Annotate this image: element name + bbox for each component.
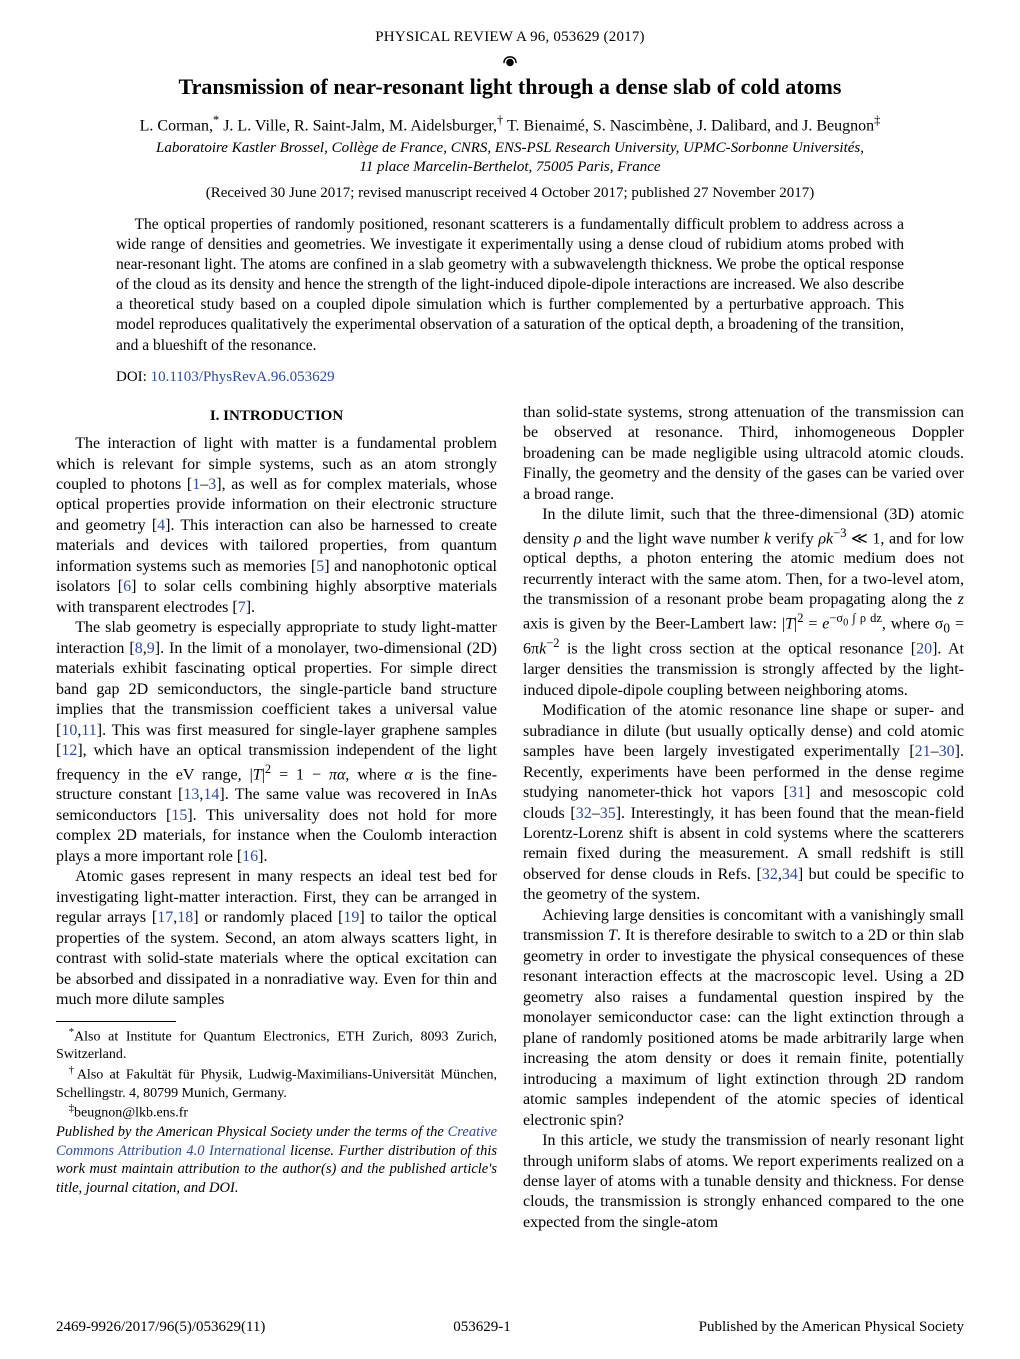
license-link[interactable]: Creative Commons Attribution 4.0 Interna…	[56, 1124, 497, 1159]
doi-link[interactable]: 10.1103/PhysRevA.96.053629	[151, 369, 335, 385]
body-paragraph: In this article, we study the transmissi…	[523, 1131, 964, 1233]
open-access-icon	[56, 49, 964, 71]
author-list: L. Corman,* J. L. Ville, R. Saint-Jalm, …	[56, 113, 964, 137]
page-footer: 2469-9926/2017/96(5)/053629(11) 053629-1…	[56, 1318, 964, 1337]
footer-left: 2469-9926/2017/96(5)/053629(11)	[56, 1318, 265, 1337]
footnotes: *Also at Institute for Quantum Electroni…	[56, 1026, 497, 1124]
footnote-separator	[56, 1021, 176, 1022]
footer-right: Published by the American Physical Socie…	[699, 1318, 964, 1337]
section-heading: I. INTRODUCTION	[56, 407, 497, 426]
footnote-1: *Also at Institute for Quantum Electroni…	[56, 1026, 497, 1064]
article-title: Transmission of near-resonant light thro…	[56, 73, 964, 101]
footnote-3: ‡beugnon@lkb.ens.fr	[56, 1102, 497, 1123]
affiliation-line-1: Laboratoire Kastler Brossel, Collège de …	[56, 139, 964, 158]
journal-line: PHYSICAL REVIEW A 96, 053629 (2017)	[56, 28, 964, 47]
body-paragraph: than solid-state systems, strong attenua…	[523, 403, 964, 505]
footnote-2: †Also at Fakultät für Physik, Ludwig-Max…	[56, 1064, 497, 1102]
abstract-text: The optical properties of randomly posit…	[116, 215, 904, 356]
body-paragraph: The slab geometry is especially appropri…	[56, 618, 497, 867]
body-columns: I. INTRODUCTION The interaction of light…	[56, 403, 964, 1234]
affiliation-line-2: 11 place Marcelin-Berthelot, 75005 Paris…	[56, 158, 964, 177]
body-paragraph: The interaction of light with matter is …	[56, 434, 497, 618]
body-paragraph: Achieving large densities is concomitant…	[523, 906, 964, 1131]
body-paragraph: Modification of the atomic resonance lin…	[523, 701, 964, 906]
body-paragraph: Atomic gases represent in many respects …	[56, 867, 497, 1010]
footer-center: 053629-1	[453, 1318, 511, 1337]
doi-label: DOI:	[116, 369, 151, 385]
body-paragraph: In the dilute limit, such that the three…	[523, 505, 964, 701]
license-statement: Published by the American Physical Socie…	[56, 1123, 497, 1197]
doi-line: DOI: 10.1103/PhysRevA.96.053629	[116, 368, 904, 387]
publication-dates: (Received 30 June 2017; revised manuscri…	[56, 184, 964, 203]
abstract: The optical properties of randomly posit…	[116, 215, 904, 356]
